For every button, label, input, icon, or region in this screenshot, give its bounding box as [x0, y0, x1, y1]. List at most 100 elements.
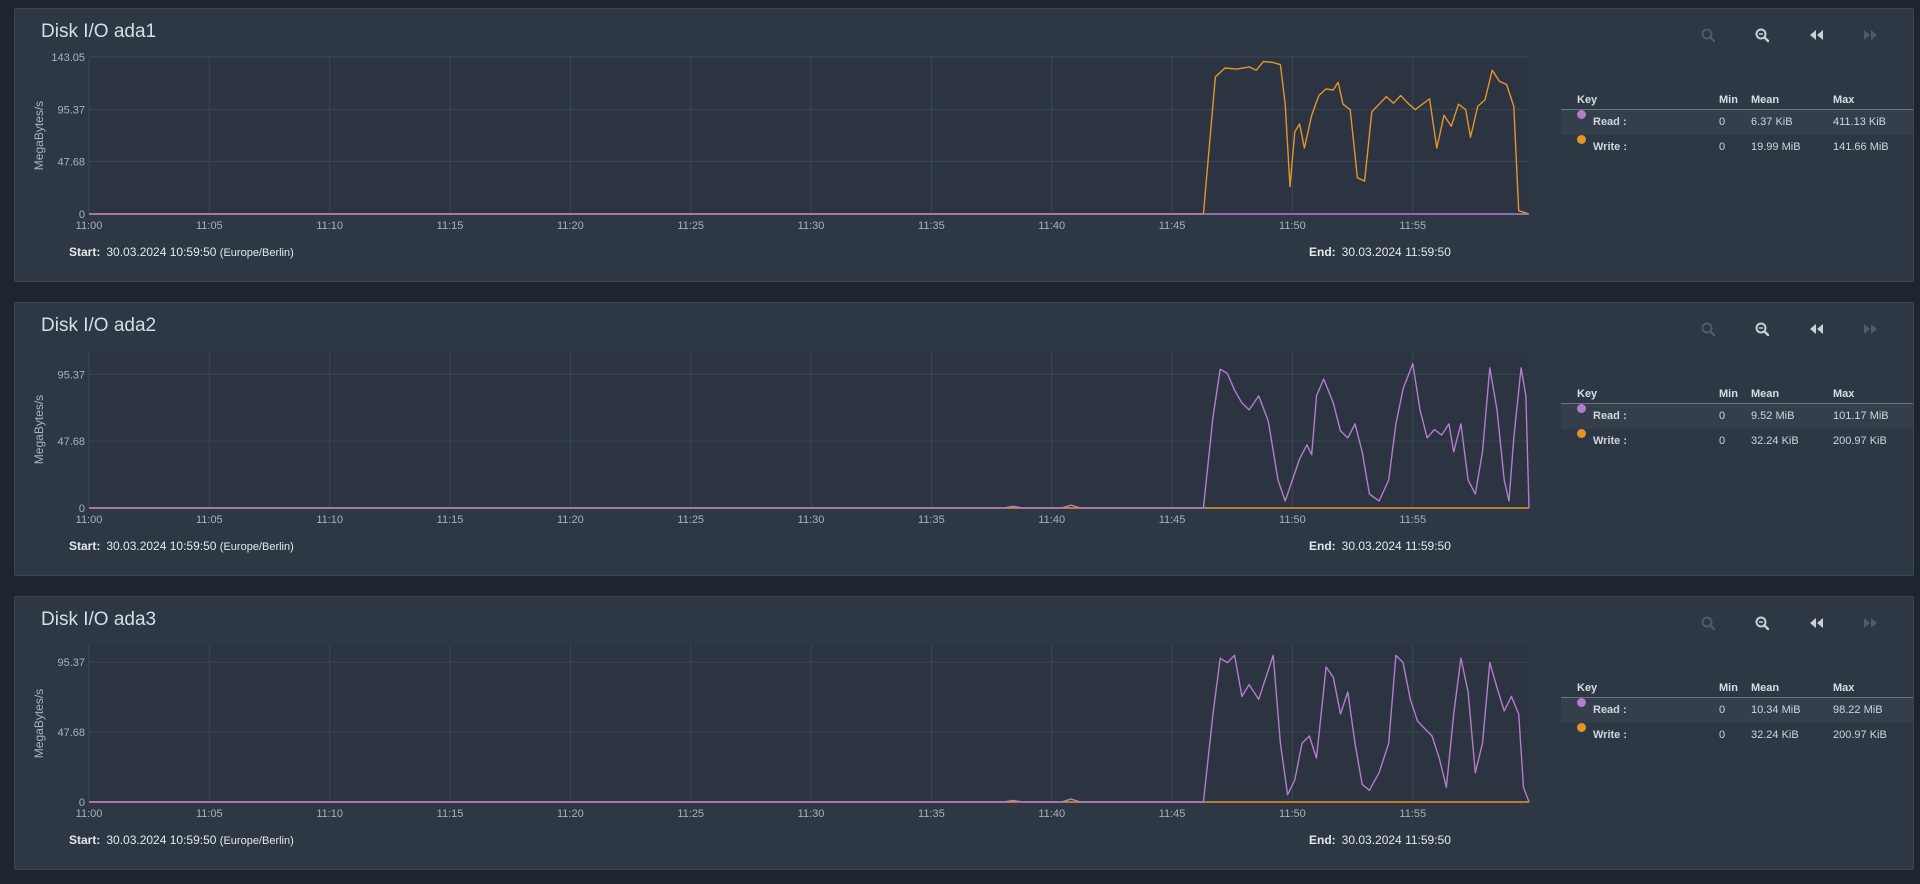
- y-tick-label: 143.05: [51, 52, 85, 64]
- legend-max: 141.66 MiB: [1833, 141, 1889, 153]
- x-tick-label: 11:35: [918, 220, 945, 232]
- chart: 11:00 11:05 11:10 11:15 11:20 11:25 11:30 11:35…: [32, 645, 1530, 820]
- x-tick-label: 11:50: [1279, 220, 1306, 232]
- range-end: End: 30.03.2024 11:59:50: [1309, 833, 1451, 847]
- zoom-in-button[interactable]: [1695, 611, 1721, 635]
- y-tick-label: 95.37: [57, 369, 85, 381]
- y-axis-label: MegaBytes/s: [32, 689, 46, 758]
- x-tick-label: 11:55: [1399, 220, 1426, 232]
- rewind-icon: [1810, 324, 1823, 334]
- y-tick-label: 95.37: [57, 657, 85, 669]
- legend-name: Read :: [1593, 410, 1627, 422]
- rewind-icon: [1810, 30, 1823, 40]
- zoom-out-button[interactable]: [1749, 611, 1775, 635]
- panel-ada1: Disk I/O ada1 11:00 11:05 11:10 11:15 11:20 1…: [14, 8, 1914, 282]
- x-tick-label: 11:10: [316, 514, 343, 526]
- fast-forward-icon: [1864, 30, 1877, 40]
- range-start: Start: 30.03.2024 10:59:50 (Europe/Berlin…: [69, 833, 294, 847]
- legend-max: 411.13 KiB: [1833, 116, 1887, 128]
- legend-mean: 32.24 KiB: [1751, 729, 1799, 741]
- x-tick-label: 11:20: [557, 220, 584, 232]
- legend-mean: 10.34 MiB: [1751, 704, 1801, 716]
- x-tick-label: 11:35: [918, 808, 945, 820]
- legend-color-dot: [1577, 429, 1586, 438]
- legend-min: 0: [1719, 704, 1726, 716]
- legend-color-dot: [1577, 723, 1586, 732]
- x-tick-label: 11:45: [1159, 808, 1186, 820]
- plot-area: [89, 351, 1529, 508]
- legend-min: 0: [1719, 116, 1726, 128]
- chart: 11:00 11:05 11:10 11:15 11:20 11:25 11:30 11:35…: [32, 52, 1530, 232]
- legend-name: Write :: [1593, 729, 1628, 741]
- rewind-button[interactable]: [1803, 611, 1829, 635]
- legend-max: 101.17 MiB: [1833, 410, 1889, 422]
- legend-min: 0: [1719, 141, 1726, 153]
- x-tick-label: 11:10: [316, 220, 343, 232]
- rewind-button[interactable]: [1803, 23, 1829, 47]
- legend-header-key: Key: [1577, 682, 1598, 694]
- legend-color-dot: [1577, 404, 1586, 413]
- zoom-out-button[interactable]: [1749, 317, 1775, 341]
- legend-header: Key Min Mean Max: [1561, 385, 1913, 404]
- start-timezone: (Europe/Berlin): [219, 247, 294, 259]
- legend-color-dot: [1577, 135, 1586, 144]
- zoom-out-button[interactable]: [1749, 23, 1775, 47]
- rewind-button[interactable]: [1803, 317, 1829, 341]
- y-tick-label: 0: [79, 503, 85, 515]
- end-value: 30.03.2024 11:59:50: [1341, 833, 1451, 847]
- start-label: Start:: [69, 539, 101, 553]
- legend-row[interactable]: Read : 0 6.37 KiB 411.13 KiB: [1561, 110, 1913, 135]
- legend-color-dot: [1577, 110, 1586, 119]
- y-tick-label: 47.68: [57, 436, 85, 448]
- legend-header-max: Max: [1833, 388, 1855, 400]
- zoom-in-button[interactable]: [1695, 23, 1721, 47]
- legend-row[interactable]: Read : 0 9.52 MiB 101.17 MiB: [1561, 404, 1913, 429]
- zoom-out-icon: [1755, 28, 1770, 43]
- x-tick-label: 11:45: [1159, 514, 1186, 526]
- x-tick-label: 11:30: [798, 514, 825, 526]
- legend-row[interactable]: Read : 0 10.34 MiB 98.22 MiB: [1561, 698, 1913, 723]
- zoom-in-icon: [1701, 28, 1716, 43]
- y-tick-label: 0: [79, 797, 85, 809]
- legend-name: Read :: [1593, 116, 1627, 128]
- x-tick-label: 11:35: [918, 514, 945, 526]
- legend-max: 200.97 KiB: [1833, 435, 1887, 447]
- zoom-in-icon: [1701, 616, 1716, 631]
- start-value: 30.03.2024 10:59:50: [106, 245, 217, 259]
- legend: Key Min Mean Max Read : 0 10.34 MiB 98.22 MiB Wr…: [1561, 679, 1913, 748]
- x-tick-label: 11:05: [196, 808, 223, 820]
- legend-row[interactable]: Write : 0 32.24 KiB 200.97 KiB: [1561, 723, 1913, 748]
- x-tick-label: 11:25: [677, 514, 704, 526]
- panel-ada3: Disk I/O ada3 11:00 11:05 11:10 11:15 11:20 1…: [14, 596, 1914, 870]
- x-tick-label: 11:10: [316, 808, 343, 820]
- legend-mean: 6.37 KiB: [1751, 116, 1793, 128]
- legend-header: Key Min Mean Max: [1561, 91, 1913, 110]
- zoom-out-icon: [1755, 322, 1770, 337]
- legend-name: Write :: [1593, 435, 1628, 447]
- x-tick-label: 11:55: [1399, 514, 1426, 526]
- x-tick-label: 11:40: [1038, 514, 1065, 526]
- legend-row[interactable]: Write : 0 19.99 MiB 141.66 MiB: [1561, 135, 1913, 160]
- start-label: Start:: [69, 245, 101, 259]
- y-tick-label: 47.68: [57, 727, 85, 739]
- chart-toolbar: [1695, 611, 1895, 635]
- end-value: 30.03.2024 11:59:50: [1341, 245, 1451, 259]
- fast-forward-button[interactable]: [1857, 317, 1883, 341]
- start-timezone: (Europe/Berlin): [219, 835, 294, 847]
- x-tick-label: 11:25: [677, 808, 704, 820]
- legend-row[interactable]: Write : 0 32.24 KiB 200.97 KiB: [1561, 429, 1913, 454]
- legend-mean: 19.99 MiB: [1751, 141, 1801, 153]
- fast-forward-button[interactable]: [1857, 23, 1883, 47]
- chart-toolbar: [1695, 317, 1895, 341]
- y-tick-label: 95.37: [57, 104, 85, 116]
- x-tick-label: 11:50: [1279, 514, 1306, 526]
- legend-header-max: Max: [1833, 682, 1855, 694]
- legend: Key Min Mean Max Read : 0 6.37 KiB 411.13 KiB Wr…: [1561, 91, 1913, 160]
- legend-header-mean: Mean: [1751, 388, 1780, 400]
- x-tick-label: 11:45: [1159, 220, 1186, 232]
- zoom-in-icon: [1701, 322, 1716, 337]
- fast-forward-button[interactable]: [1857, 611, 1883, 635]
- panel-title: Disk I/O ada1: [41, 21, 157, 42]
- legend-color-dot: [1577, 698, 1586, 707]
- zoom-in-button[interactable]: [1695, 317, 1721, 341]
